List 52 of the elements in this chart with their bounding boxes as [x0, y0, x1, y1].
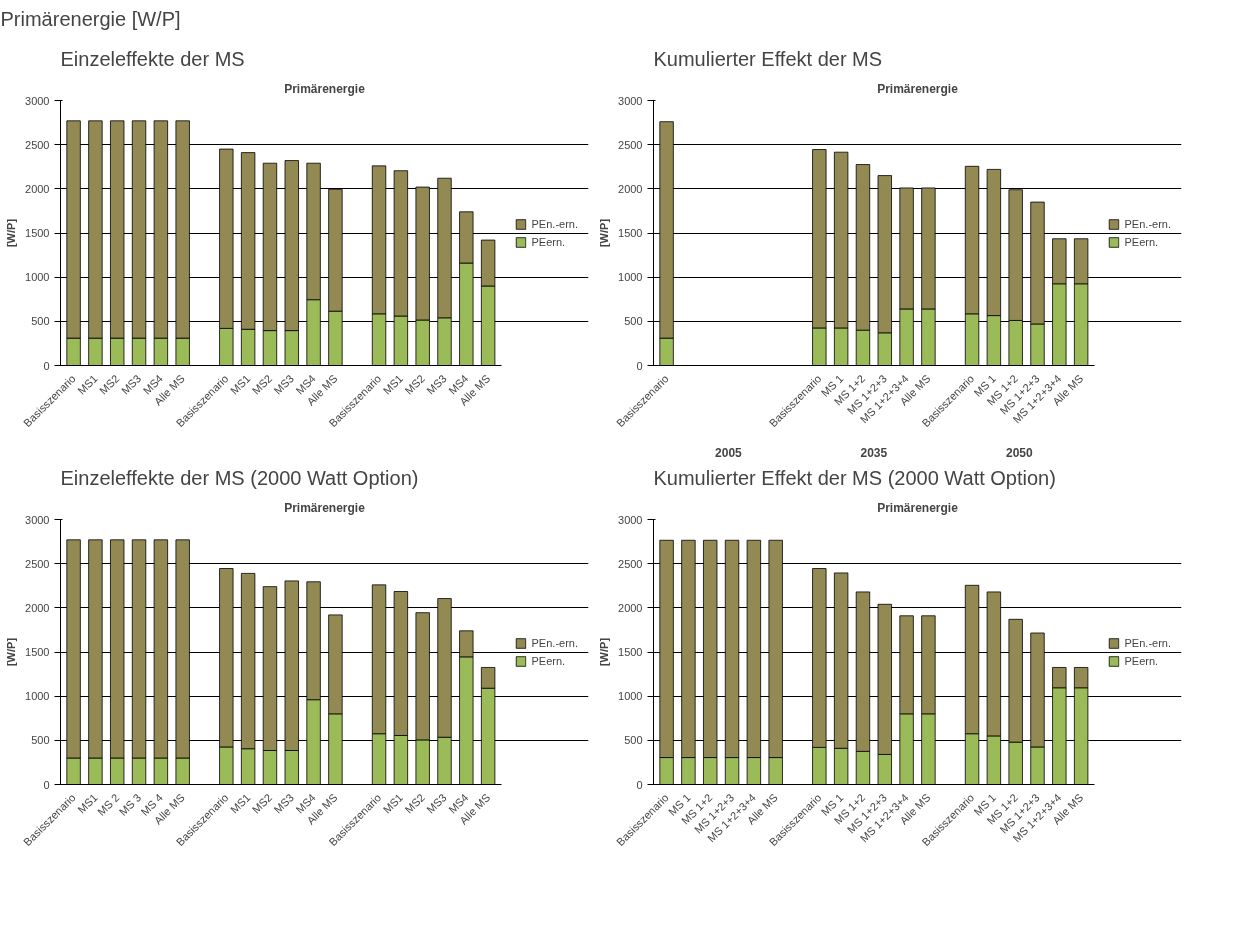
y-tick-label: 3000 — [25, 94, 50, 107]
y-tick-label: 2500 — [618, 138, 643, 151]
y-tick-label: 2000 — [25, 182, 50, 195]
y-tick-label: 2000 — [618, 601, 643, 614]
chart-title: Einzeleffekte der MS — [60, 47, 245, 70]
y-tick-label: 1500 — [25, 227, 50, 239]
text: 2005 — [715, 445, 743, 460]
y-tick-label: 0 — [636, 778, 643, 791]
chart-title: Kumulierter Effekt der MS — [653, 47, 883, 70]
chart-subtitle: Primärenergie — [877, 81, 959, 96]
y-tick-label: 2000 — [25, 601, 50, 614]
y-tick-label: 1000 — [618, 690, 643, 703]
chart-subtitle: Primärenergie — [877, 500, 959, 515]
y-tick-label: 3000 — [25, 513, 50, 526]
legend-label: PEern. — [531, 235, 566, 248]
y-tick-label: 1000 — [25, 690, 50, 703]
y-tick-label: 3000 — [618, 94, 643, 107]
text: 2050 — [1005, 445, 1033, 460]
chart-title: Einzeleffekte der MS (2000 Watt Option) — [60, 466, 419, 489]
chart-subtitle: Primärenergie — [284, 81, 366, 96]
y-tick-label: 500 — [31, 734, 50, 747]
legend-label: PEern. — [1124, 235, 1159, 248]
y-tick-label: 2500 — [25, 138, 50, 151]
y-tick-label: 1000 — [618, 271, 643, 284]
y-tick-label: 2500 — [25, 557, 50, 570]
y-tick-label: 1500 — [618, 227, 643, 239]
y-tick-label: 0 — [636, 359, 643, 372]
y-axis-title: [W/P] — [598, 218, 611, 248]
y-tick-label: 500 — [31, 315, 50, 328]
legend-label: PEn.-ern. — [1124, 217, 1171, 230]
y-tick-label: 0 — [43, 359, 50, 372]
y-tick-label: 1000 — [25, 271, 50, 284]
legend-label: PEn.-ern. — [1124, 636, 1171, 649]
y-tick-label: 500 — [624, 315, 643, 328]
legend-label: PEn.-ern. — [531, 217, 578, 230]
y-tick-label: 1500 — [25, 646, 50, 658]
legend-label: PEn.-ern. — [531, 636, 578, 649]
text: Primärenergie [W/P] — [0, 7, 181, 30]
legend-label: PEern. — [1124, 654, 1159, 667]
y-tick-label: 2000 — [618, 182, 643, 195]
y-axis-title: [W/P] — [5, 218, 18, 248]
y-tick-label: 0 — [43, 778, 50, 791]
legend-label: PEern. — [531, 654, 566, 667]
y-axis-title: [W/P] — [5, 637, 18, 667]
y-tick-label: 2500 — [618, 557, 643, 570]
y-tick-label: 500 — [624, 734, 643, 747]
text: 2035 — [860, 445, 888, 460]
chart-subtitle: Primärenergie — [284, 500, 366, 515]
y-tick-label: 3000 — [618, 513, 643, 526]
y-axis-title: [W/P] — [598, 637, 611, 667]
y-tick-label: 1500 — [618, 646, 643, 658]
chart-title: Kumulierter Effekt der MS (2000 Watt Option) — [653, 466, 1056, 489]
